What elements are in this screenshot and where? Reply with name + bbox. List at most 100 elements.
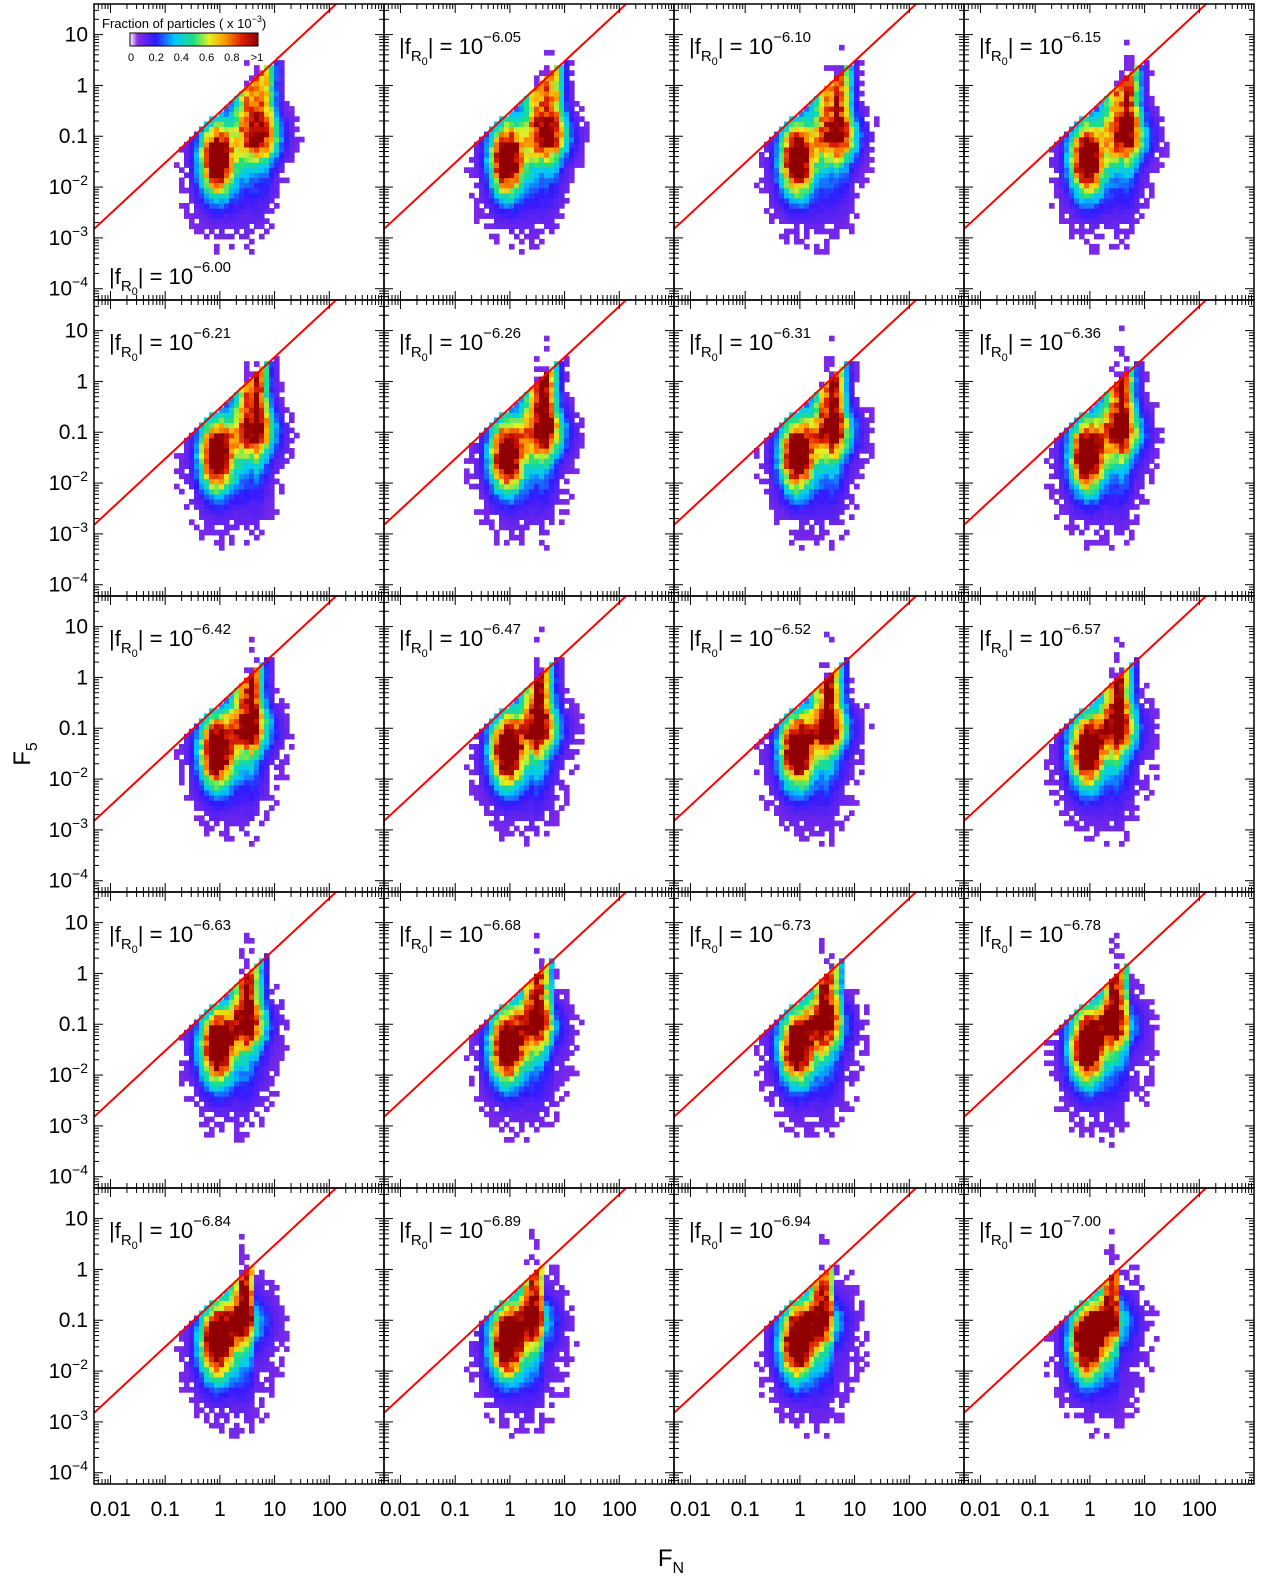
heatmap-cell — [554, 106, 560, 112]
heatmap-cell — [494, 238, 500, 245]
heatmap-cell — [824, 167, 830, 173]
heatmap-cell — [274, 85, 280, 92]
heatmap-cell — [214, 529, 220, 536]
heatmap-cell — [194, 800, 200, 806]
heatmap-cell — [784, 514, 790, 520]
heatmap-cell — [819, 106, 825, 112]
heatmap-cell — [474, 733, 480, 740]
heatmap-cell — [224, 223, 230, 230]
heatmap-cell — [224, 453, 230, 459]
heatmap-cell — [274, 754, 280, 760]
heatmap-cell — [219, 417, 225, 424]
heatmap-cell — [504, 795, 510, 801]
heatmap-cell — [234, 126, 240, 133]
heatmap-cell — [284, 422, 290, 429]
heatmap-cell — [574, 111, 580, 117]
heatmap-cell — [1114, 223, 1120, 230]
heatmap-cell — [1094, 509, 1100, 515]
heatmap-cell — [209, 504, 215, 510]
heatmap-cell — [499, 784, 505, 791]
heatmap-cell — [509, 116, 515, 122]
heatmap-cell — [284, 442, 290, 449]
heatmap-cell — [1114, 90, 1120, 97]
heatmap-cell — [289, 427, 295, 434]
heatmap-cell — [224, 759, 230, 765]
heatmap-cell — [479, 167, 485, 173]
heatmap-cell — [189, 141, 195, 148]
heatmap-cell — [254, 738, 260, 745]
heatmap-cell — [1114, 407, 1120, 413]
heatmap-cell — [239, 815, 245, 822]
heatmap-cell — [249, 116, 255, 122]
heatmap-cell — [1129, 121, 1135, 128]
heatmap-cell — [219, 407, 225, 413]
heatmap-cell — [1149, 126, 1155, 133]
heatmap-cell — [209, 463, 215, 469]
heatmap-cell — [519, 437, 525, 444]
heatmap-cell — [469, 458, 475, 464]
heatmap-cell — [509, 499, 515, 505]
heatmap-cell — [1059, 162, 1065, 168]
heatmap-cell — [264, 759, 270, 765]
heatmap-cell — [549, 187, 555, 194]
heatmap-cell — [239, 473, 245, 480]
heatmap-cell — [544, 381, 550, 388]
heatmap-cell — [174, 483, 180, 490]
heatmap-cell — [189, 744, 195, 750]
heatmap-cell — [804, 233, 810, 240]
heatmap-cell — [244, 687, 250, 694]
heatmap-cell — [524, 784, 530, 791]
heatmap-cell — [1134, 80, 1140, 87]
heatmap-cell — [214, 805, 220, 811]
heatmap-cell — [549, 208, 555, 214]
heatmap-cell — [574, 146, 580, 153]
heatmap-cell — [789, 509, 795, 515]
heatmap-cell — [244, 187, 250, 194]
heatmap-cell — [1139, 386, 1145, 393]
heatmap-cell — [784, 126, 790, 133]
heatmap-cell — [1159, 146, 1165, 153]
heatmap-cell — [1109, 141, 1115, 148]
heatmap-cell — [564, 111, 570, 117]
heatmap-cell — [1134, 504, 1140, 510]
heatmap-cell — [1114, 499, 1120, 505]
heatmap-cell — [474, 764, 480, 771]
panel-label: |fR0| = 10−6.00 — [109, 259, 231, 298]
heatmap-cell — [219, 774, 225, 781]
heatmap-cell — [549, 172, 555, 179]
heatmap-cell — [1134, 111, 1140, 117]
heatmap-cell — [214, 417, 220, 424]
heatmap-cell — [859, 437, 865, 444]
heatmap-cell — [524, 95, 530, 102]
heatmap-cell — [259, 233, 265, 240]
heatmap-cell — [509, 203, 515, 209]
heatmap-cell — [534, 95, 540, 102]
heatmap-cell — [494, 504, 500, 510]
heatmap-cell — [274, 121, 280, 128]
heatmap-cell — [1079, 529, 1085, 536]
heatmap-cell — [504, 708, 510, 714]
heatmap-cell — [829, 65, 835, 71]
heatmap-cell — [1154, 463, 1160, 469]
heatmap-cell — [214, 218, 220, 224]
heatmap-cell — [789, 432, 795, 439]
heatmap-cell — [779, 172, 785, 179]
heatmap-cell — [549, 407, 555, 413]
heatmap-cell — [244, 116, 250, 122]
heatmap-cell — [789, 463, 795, 469]
heatmap-cell — [214, 223, 220, 230]
heatmap-cell — [1094, 453, 1100, 459]
heatmap-cell — [1079, 422, 1085, 429]
heatmap-cell — [234, 157, 240, 163]
heatmap-cell — [219, 769, 225, 776]
heatmap-cell — [474, 208, 480, 214]
heatmap-cell — [774, 208, 780, 214]
heatmap-cell — [259, 192, 265, 199]
heatmap-cell — [1049, 157, 1055, 163]
heatmap-cell — [254, 402, 260, 408]
heatmap-cell — [819, 432, 825, 439]
heatmap-cell — [759, 463, 765, 469]
heatmap-cell — [279, 759, 285, 765]
heatmap-cell — [804, 106, 810, 112]
heatmap-cell — [239, 504, 245, 510]
